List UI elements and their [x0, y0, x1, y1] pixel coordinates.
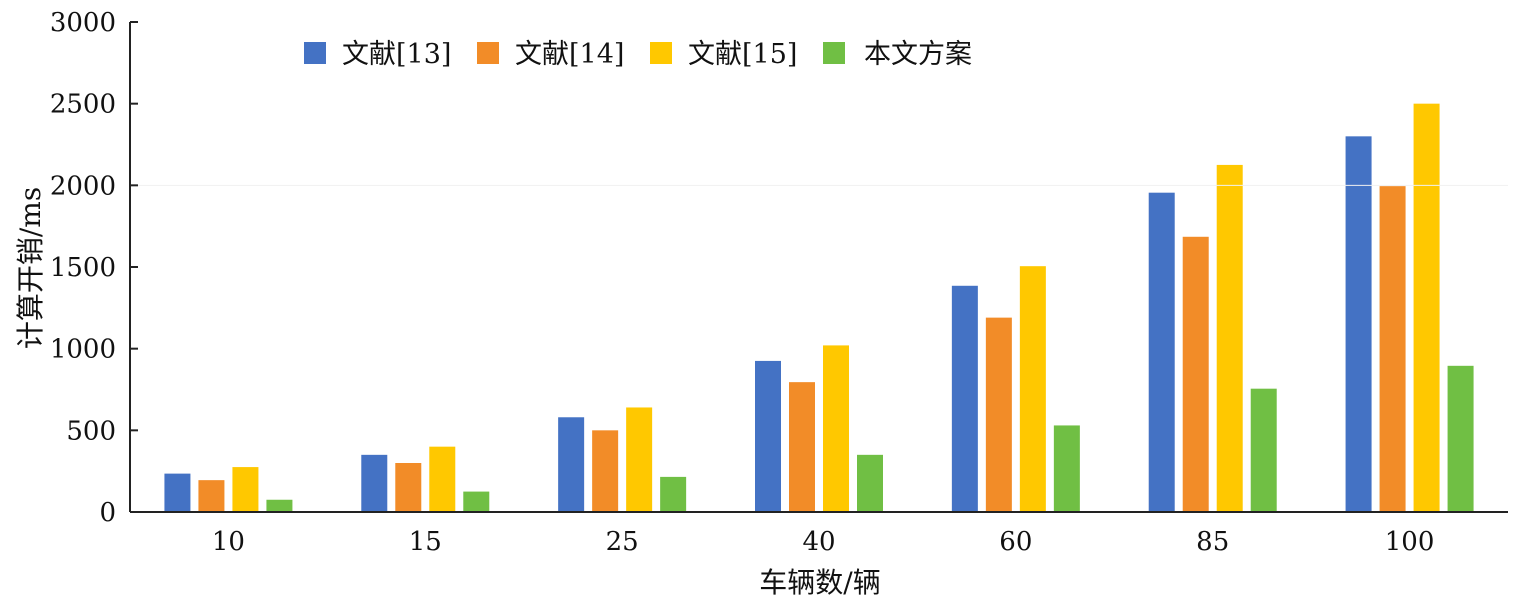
y-tick-label: 1000: [50, 335, 116, 365]
x-tick-label: 15: [409, 527, 442, 557]
bar: [660, 476, 687, 512]
bar: [1182, 236, 1209, 513]
bar: [823, 345, 849, 512]
bar: [1053, 425, 1080, 512]
legend-label: 文献[15]: [688, 39, 797, 70]
y-tick-label: 0: [99, 498, 116, 528]
legend-swatch: [823, 42, 845, 64]
y-axis-title: 计算开销/ms: [14, 187, 47, 349]
bar: [789, 382, 815, 512]
x-tick-label: 25: [606, 527, 639, 557]
legend-label: 文献[13]: [342, 39, 451, 70]
x-tick-label: 10: [212, 527, 245, 557]
x-axis-title: 车辆数/辆: [759, 566, 880, 599]
y-tick-label: 1500: [50, 253, 116, 283]
bar: [361, 454, 388, 512]
bar: [1019, 266, 1046, 512]
bar: [626, 407, 653, 512]
bar: [1379, 186, 1406, 512]
axes-layer: 0 500 1000 1500 2000 2500 3000 10 15 25 40 60 85 100: [50, 8, 1508, 557]
bar: [1447, 365, 1474, 512]
bar: [1148, 192, 1175, 512]
bar: [985, 317, 1012, 512]
y-tick-label: 500: [66, 416, 116, 446]
legend-swatch: [304, 42, 326, 64]
bar: [266, 499, 293, 512]
bar: [951, 285, 978, 512]
legend-label: 本文方案: [864, 39, 972, 70]
bar: [857, 454, 883, 512]
bar: [1250, 388, 1277, 512]
legend-label: 文献[14]: [515, 39, 624, 70]
legend-swatch: [477, 42, 499, 64]
bar: [755, 360, 781, 512]
x-tick-label: 100: [1385, 527, 1435, 557]
y-tick-label: 2500: [50, 90, 116, 120]
legend-swatch: [650, 42, 672, 64]
bar: [395, 463, 422, 512]
bar: [558, 417, 585, 512]
bar: [1345, 136, 1372, 513]
bar: [592, 430, 619, 512]
x-tick-label: 85: [1196, 527, 1229, 557]
bar: [463, 491, 490, 512]
bar: [429, 446, 456, 512]
bars-layer: [164, 103, 1474, 513]
legend: 文献[13] 文献[14] 文献[15] 本文方案: [304, 39, 972, 70]
bar: [232, 467, 259, 512]
bar: [1216, 164, 1243, 512]
x-tick-label: 60: [999, 527, 1032, 557]
bar: [198, 480, 225, 512]
y-tick-label: 2000: [50, 171, 116, 201]
x-tick-label: 40: [802, 527, 835, 557]
bar: [164, 473, 191, 512]
y-tick-label: 3000: [50, 8, 116, 38]
bar: [1413, 103, 1440, 513]
